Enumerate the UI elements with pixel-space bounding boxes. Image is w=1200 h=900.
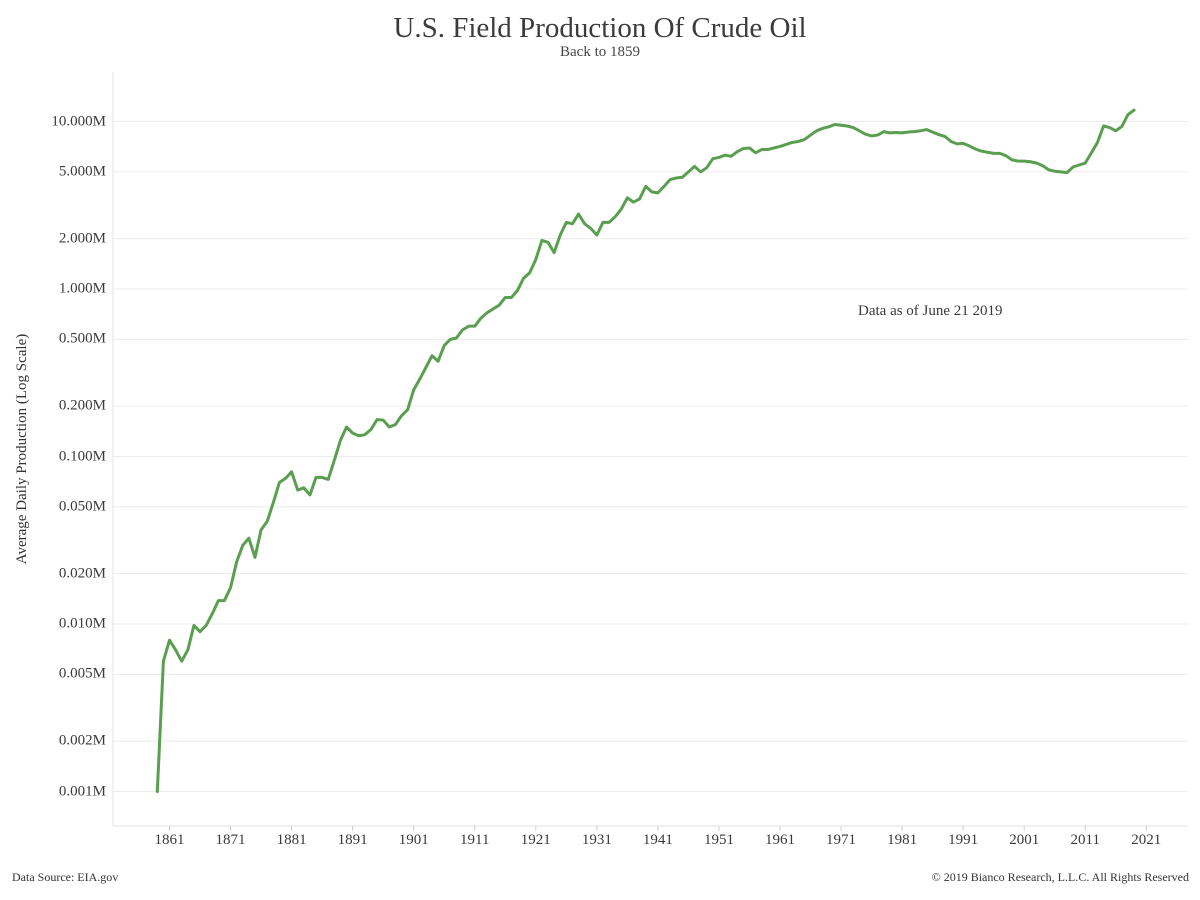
chart-title: U.S. Field Production Of Crude Oil [393,12,807,44]
y-tick-label: 2.000M [58,230,106,247]
x-tick-label: 1941 [642,832,673,848]
y-tick-label: 0.005M [58,665,106,682]
y-tick-label: 5.000M [58,163,106,180]
copyright-note: © 2019 Bianco Research, L.L.C. All Right… [931,870,1189,884]
x-tick-label: 1891 [337,832,368,848]
x-tick-label: 2021 [1131,832,1162,848]
x-tick-label: 1991 [948,832,979,848]
y-tick-label: 10.000M [51,113,106,129]
y-tick-label: 1.000M [58,280,106,297]
x-tick-label: 1981 [887,832,918,848]
x-tick-label: 1921 [520,832,551,848]
x-tick-label: 1961 [765,832,795,848]
data-date-annotation: Data as of June 21 2019 [858,303,1003,319]
x-tick-label: 2001 [1009,832,1040,848]
x-tick-label: 1971 [826,832,857,848]
y-tick-label: 0.050M [58,498,106,515]
chart-subtitle: Back to 1859 [560,44,640,60]
y-tick-label: 0.100M [58,448,106,464]
x-tick-label: 1951 [703,832,734,848]
y-tick-label: 0.500M [58,330,106,347]
x-tick-label: 1931 [581,832,612,848]
x-tick-label: 1871 [215,832,246,848]
x-tick-label: 2011 [1070,832,1100,848]
y-tick-label: 0.001M [58,783,106,799]
y-tick-label: 0.010M [58,615,106,632]
y-tick-label: 0.200M [58,397,106,414]
production-series-line [155,108,1136,793]
y-tick-label: 0.002M [58,732,106,749]
x-tick-label: 1861 [154,832,185,848]
data-source-note: Data Source: EIA.gov [12,870,119,884]
x-tick-label: 1911 [460,832,490,848]
x-tick-label: 1901 [398,832,429,848]
y-tick-label: 0.020M [58,565,106,582]
x-tick-label: 1881 [276,832,307,848]
